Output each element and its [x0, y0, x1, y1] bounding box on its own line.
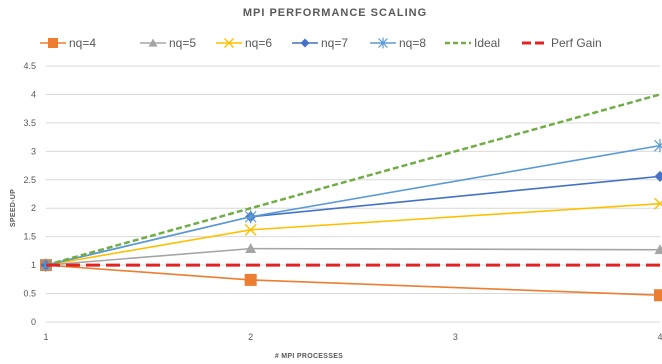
y-tick-label: 1.5	[23, 232, 36, 242]
x-tick-label: 2	[248, 332, 253, 342]
y-tick-label: 4	[31, 89, 36, 99]
legend-item-nq-7: nq=7	[292, 36, 348, 50]
series-nq-8	[40, 139, 662, 272]
x-axis: 1 2 3 4	[43, 332, 662, 342]
legend-label: Perf Gain	[551, 36, 602, 50]
data-point-nq-4	[244, 273, 257, 286]
y-tick-label: 0	[31, 317, 36, 327]
series-line-ideal	[45, 93, 661, 267]
series-ideal	[45, 93, 661, 267]
legend-marker	[224, 38, 234, 48]
data-point-nq-5	[654, 244, 662, 255]
data-point-nq-5	[245, 243, 257, 254]
y-tick-label: 4.5	[23, 61, 36, 71]
data-point-nq-7	[654, 170, 662, 182]
legend-item-perf-gain: Perf Gain	[522, 36, 602, 50]
legend-marker	[48, 38, 58, 48]
data-point-nq-8	[654, 139, 662, 153]
legend-marker	[300, 38, 310, 48]
series-line-nq-6	[45, 202, 661, 266]
data-point-nq-6	[654, 197, 662, 210]
y-tick-label: 3	[31, 146, 36, 156]
legend-item-nq-6: nq=6	[216, 36, 272, 50]
legend-marker	[378, 37, 388, 49]
y-tick-label: 0.5	[23, 289, 36, 299]
legend-label: nq=6	[245, 36, 272, 50]
x-axis-label: # MPI PROCESSES	[275, 353, 343, 360]
y-axis-label: SPEED-UP	[10, 189, 17, 227]
legend-item-nq-8: nq=8	[370, 36, 426, 50]
y-tick-label: 1	[31, 260, 36, 270]
data-point-nq-8	[244, 210, 257, 224]
series-line-nq-4	[45, 264, 661, 297]
data-point-nq-4	[654, 289, 662, 302]
series-line-nq-7	[45, 175, 661, 266]
series-line-nq-5	[45, 247, 661, 266]
legend-label: nq=5	[169, 36, 196, 50]
plot-area	[40, 93, 662, 302]
x-tick-label: 1	[43, 332, 48, 342]
series-nq-6	[40, 197, 662, 272]
y-axis: 0 0.5 1 1.5 2 2.5 3 3.5 4 4.5	[23, 61, 36, 327]
series-line-nq-8	[45, 144, 661, 266]
x-tick-label: 4	[657, 332, 662, 342]
legend-marker	[148, 38, 158, 47]
y-tick-label: 2.5	[23, 175, 36, 185]
legend-label: Ideal	[474, 36, 500, 50]
legend-item-nq-5: nq=5	[140, 36, 196, 50]
chart-title: MPI PERFORMANCE SCALING	[243, 7, 427, 19]
legend-label: nq=8	[399, 36, 426, 50]
y-tick-label: 3.5	[23, 118, 36, 128]
legend-item-ideal: Ideal	[445, 36, 500, 50]
y-tick-label: 2	[31, 203, 36, 213]
legend: nq=4 nq=5 nq=6 nq=7 nq=8 Ideal Perf Gain	[40, 36, 602, 50]
legend-label: nq=4	[69, 36, 96, 50]
series-nq-7	[40, 170, 662, 271]
legend-label: nq=7	[321, 36, 348, 50]
x-tick-label: 3	[453, 332, 458, 342]
data-point-nq-6	[244, 223, 257, 236]
legend-item-nq-4: nq=4	[40, 36, 96, 50]
